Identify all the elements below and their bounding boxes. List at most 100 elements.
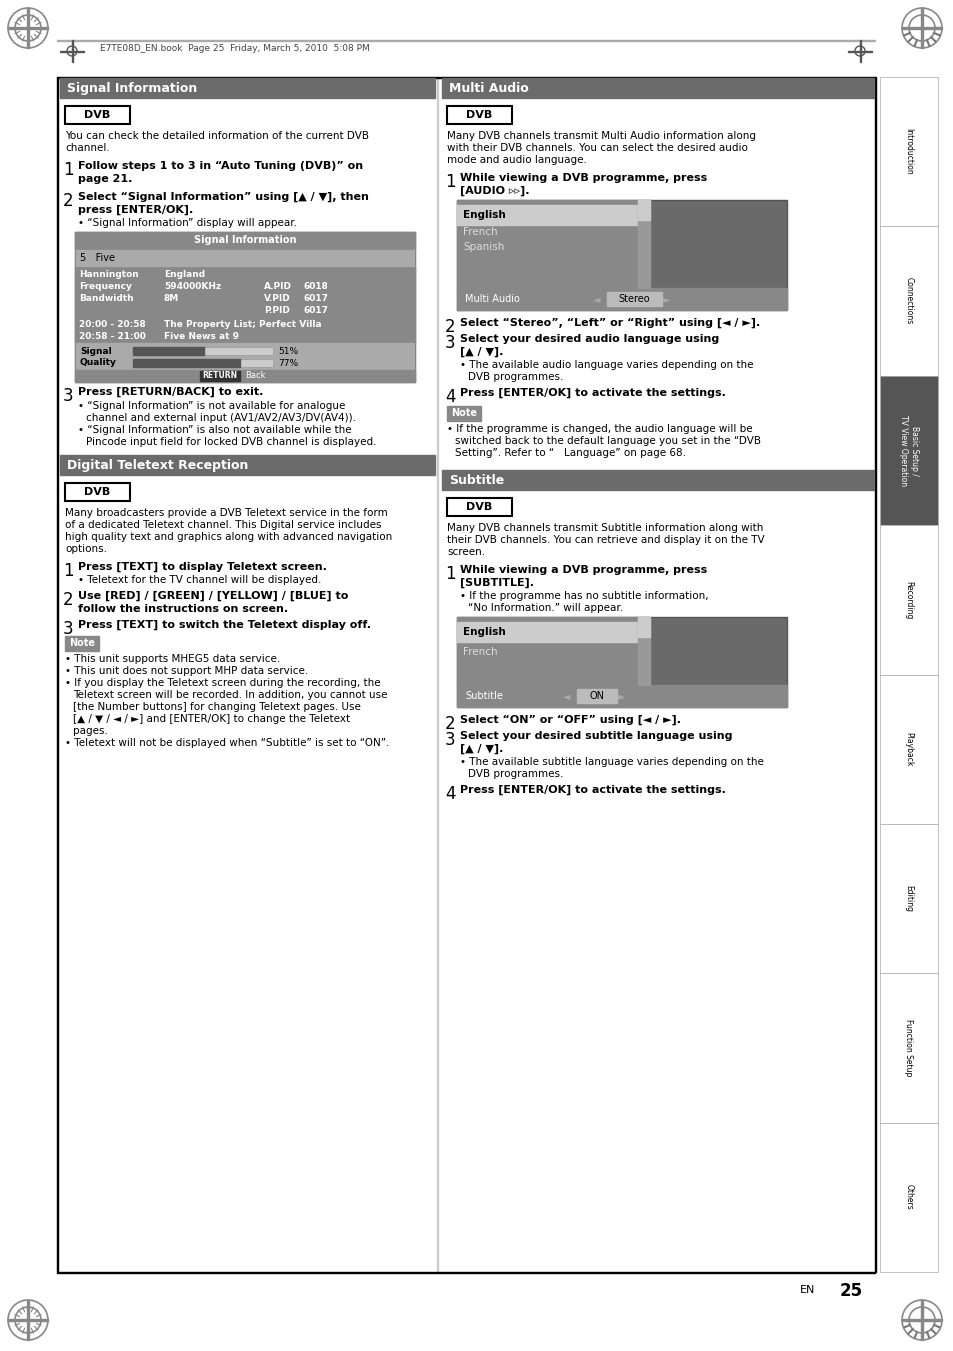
Bar <box>65 636 99 651</box>
Text: [▲ / ▼].: [▲ / ▼]. <box>459 744 503 754</box>
Bar <box>879 1123 937 1273</box>
Bar <box>65 484 130 501</box>
Text: Back: Back <box>245 372 265 381</box>
Text: of a dedicated Teletext channel. This Digital service includes: of a dedicated Teletext channel. This Di… <box>65 520 381 530</box>
Text: DVB programmes.: DVB programmes. <box>468 372 563 382</box>
Text: 51%: 51% <box>277 346 297 355</box>
Bar <box>456 200 786 309</box>
Text: Many broadcasters provide a DVB Teletext service in the form: Many broadcasters provide a DVB Teletext… <box>65 508 387 517</box>
Bar <box>874 77 875 1273</box>
Text: channel and external input (AV1/AV2/AV3/DV(AV4)).: channel and external input (AV1/AV2/AV3/… <box>86 413 355 423</box>
Text: E7TE08D_EN.book  Page 25  Friday, March 5, 2010  5:08 PM: E7TE08D_EN.book Page 25 Friday, March 5,… <box>100 45 370 53</box>
Text: DVB: DVB <box>84 486 110 497</box>
Text: • This unit does not support MHP data service.: • This unit does not support MHP data se… <box>65 666 308 676</box>
Bar <box>132 359 273 367</box>
Text: 6018: 6018 <box>304 282 329 290</box>
Text: Basic Setup /
TV View Operation: Basic Setup / TV View Operation <box>899 415 918 486</box>
Bar <box>577 689 617 703</box>
Text: 1: 1 <box>444 173 456 190</box>
Text: Select your desired subtitle language using: Select your desired subtitle language us… <box>459 731 732 740</box>
Text: French: French <box>462 227 497 236</box>
Text: Spanish: Spanish <box>462 242 504 253</box>
Bar <box>456 621 638 642</box>
Text: “No Information.” will appear.: “No Information.” will appear. <box>468 603 622 613</box>
Bar <box>8 27 48 28</box>
Bar <box>65 105 130 124</box>
Text: Press [RETURN/BACK] to exit.: Press [RETURN/BACK] to exit. <box>78 386 263 397</box>
Text: Introduction: Introduction <box>903 128 913 176</box>
Text: Playback: Playback <box>903 732 913 766</box>
Text: screen.: screen. <box>447 547 485 557</box>
Text: 4: 4 <box>444 785 455 802</box>
Text: ►: ► <box>618 690 625 701</box>
Text: • The available audio language varies depending on the: • The available audio language varies de… <box>459 359 753 370</box>
Text: 1: 1 <box>63 562 73 580</box>
Text: 3: 3 <box>444 731 456 748</box>
Text: 2: 2 <box>63 192 73 209</box>
Text: • Teletext for the TV channel will be displayed.: • Teletext for the TV channel will be di… <box>78 576 321 585</box>
Text: 3: 3 <box>63 620 73 638</box>
Text: • If you display the Teletext screen during the recording, the: • If you display the Teletext screen dur… <box>65 678 380 688</box>
Text: Signal Information: Signal Information <box>67 82 197 95</box>
Text: 3: 3 <box>444 334 456 353</box>
Text: Pincode input field for locked DVB channel is displayed.: Pincode input field for locked DVB chann… <box>86 436 376 447</box>
Text: pages.: pages. <box>73 725 108 736</box>
Text: Use [RED] / [GREEN] / [YELLOW] / [BLUE] to: Use [RED] / [GREEN] / [YELLOW] / [BLUE] … <box>78 590 348 601</box>
Text: press [ENTER/OK].: press [ENTER/OK]. <box>78 205 193 215</box>
Bar <box>132 347 273 355</box>
Text: follow the instructions on screen.: follow the instructions on screen. <box>78 604 288 613</box>
Text: Teletext screen will be recorded. In addition, you cannot use: Teletext screen will be recorded. In add… <box>73 690 387 700</box>
Text: [▲ / ▼].: [▲ / ▼]. <box>459 347 503 357</box>
Text: Select “Signal Information” using [▲ / ▼], then: Select “Signal Information” using [▲ / ▼… <box>78 192 369 203</box>
Text: 1: 1 <box>63 161 73 178</box>
Text: Press [TEXT] to switch the Teletext display off.: Press [TEXT] to switch the Teletext disp… <box>78 620 371 631</box>
Text: • If the programme is changed, the audio language will be: • If the programme is changed, the audio… <box>447 424 752 434</box>
Text: page 21.: page 21. <box>78 174 132 184</box>
Text: While viewing a DVB programme, press: While viewing a DVB programme, press <box>459 173 706 182</box>
Bar <box>27 1300 29 1340</box>
Bar <box>8 1319 48 1321</box>
Text: with their DVB channels. You can select the desired audio: with their DVB channels. You can select … <box>447 143 747 153</box>
Text: switched back to the default language you set in the “DVB: switched back to the default language yo… <box>455 436 760 446</box>
Text: ◄: ◄ <box>562 690 570 701</box>
Text: English: English <box>462 627 505 638</box>
Text: Many DVB channels transmit Multi Audio information along: Many DVB channels transmit Multi Audio i… <box>447 131 755 141</box>
Bar <box>920 1300 923 1340</box>
Text: options.: options. <box>65 544 107 554</box>
Text: Select “Stereo”, “Left” or “Right” using [◄ / ►].: Select “Stereo”, “Left” or “Right” using… <box>459 317 760 328</box>
Text: Follow steps 1 to 3 in “Auto Tuning (DVB)” on: Follow steps 1 to 3 in “Auto Tuning (DVB… <box>78 161 363 172</box>
Text: Function Setup: Function Setup <box>903 1019 913 1077</box>
Text: 77%: 77% <box>277 358 297 367</box>
Bar <box>901 1319 941 1321</box>
Bar <box>447 407 480 422</box>
Text: their DVB channels. You can retrieve and display it on the TV: their DVB channels. You can retrieve and… <box>447 535 763 544</box>
Bar <box>638 617 649 685</box>
Text: Digital Teletext Reception: Digital Teletext Reception <box>67 459 248 471</box>
Text: Many DVB channels transmit Subtitle information along with: Many DVB channels transmit Subtitle info… <box>447 523 762 534</box>
Text: RETURN: RETURN <box>202 372 237 381</box>
Text: ON: ON <box>589 690 604 701</box>
Text: Quality: Quality <box>80 358 117 367</box>
Text: Select your desired audio language using: Select your desired audio language using <box>459 334 719 345</box>
Bar <box>879 674 937 824</box>
Bar <box>879 824 937 973</box>
Text: 594000KHz: 594000KHz <box>164 282 221 290</box>
Text: 6017: 6017 <box>304 305 329 315</box>
Text: Bandwidth: Bandwidth <box>79 295 133 303</box>
Text: Select “ON” or “OFF” using [◄ / ►].: Select “ON” or “OFF” using [◄ / ►]. <box>459 715 680 725</box>
Bar <box>879 227 937 376</box>
Bar <box>71 41 73 62</box>
Text: 3: 3 <box>63 386 73 405</box>
Text: England: England <box>164 270 205 280</box>
Bar <box>441 470 873 490</box>
Text: A.PID: A.PID <box>264 282 292 290</box>
Text: channel.: channel. <box>65 143 110 153</box>
Text: The Property List; Perfect Villa: The Property List; Perfect Villa <box>164 320 321 330</box>
Text: 20:58 - 21:00: 20:58 - 21:00 <box>79 332 146 340</box>
Bar <box>75 232 415 382</box>
Bar <box>456 288 786 309</box>
Bar <box>879 376 937 526</box>
Text: Note: Note <box>69 638 95 648</box>
Text: [the Number buttons] for changing Teletext pages. Use: [the Number buttons] for changing Telete… <box>73 703 360 712</box>
Bar <box>27 8 29 49</box>
